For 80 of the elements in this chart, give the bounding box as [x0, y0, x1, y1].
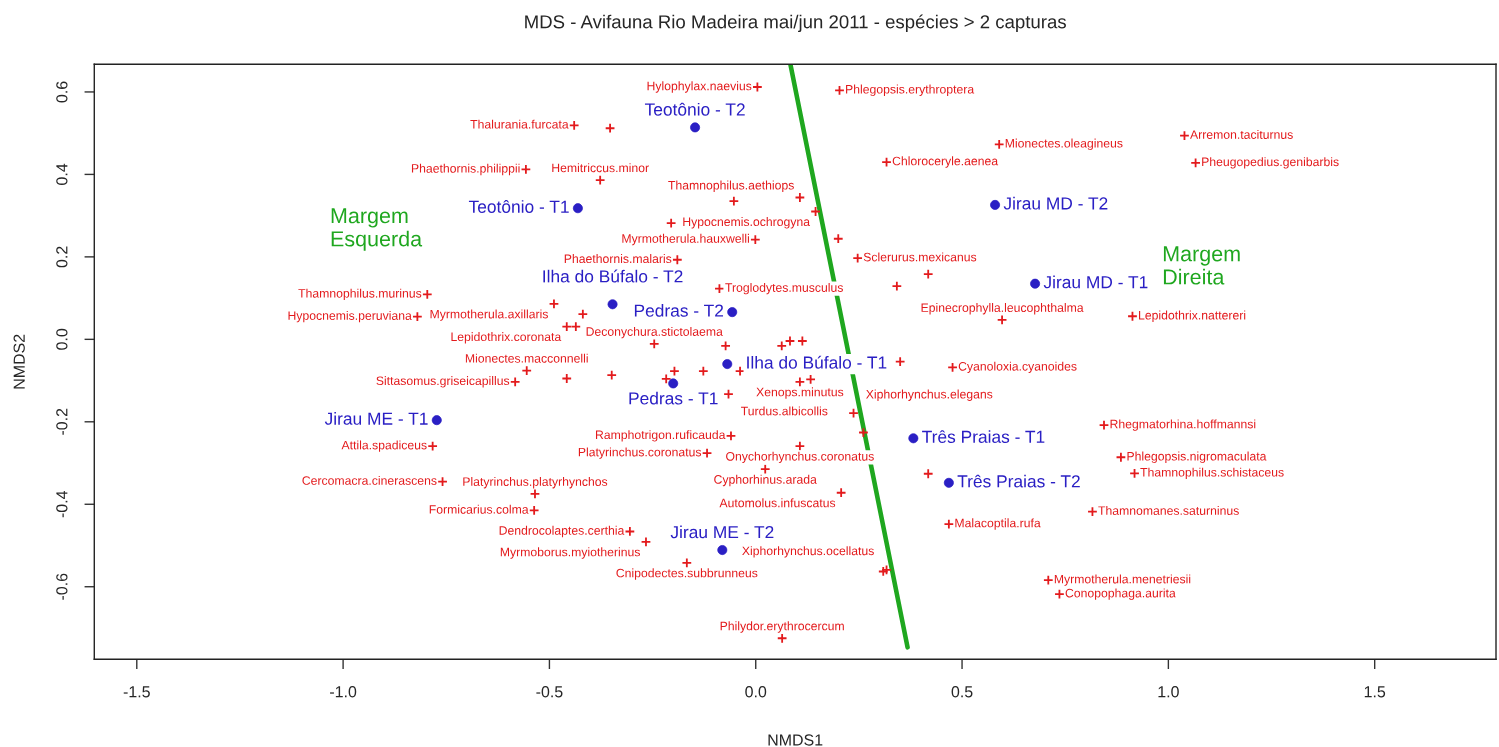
annotation: Três Praias - T2 — [957, 474, 1080, 488]
annotation: Troglodytes.musculus — [725, 282, 843, 295]
annotation: Thamnophilus.schistaceus — [1140, 467, 1284, 480]
annotation: Thamnomanes.saturninus — [1098, 505, 1239, 515]
annotation: Lepidothrix.nattereri — [1139, 310, 1246, 322]
y-axis-title: NMDS2 — [13, 334, 25, 389]
annotation: Teotônio - T1 — [468, 200, 569, 213]
annotation: Sittasomus.griseicapillus — [376, 376, 510, 388]
annotation: Phaethornis.philippii — [411, 163, 520, 176]
annotation: Pheugopedius.genibarbis — [1202, 157, 1339, 169]
y-tick-label: 0.4 — [56, 163, 68, 185]
annotation: Cyanoloxia.cyanoides — [958, 361, 1077, 374]
x-tick-label: -0.5 — [536, 686, 563, 698]
annotation: Epinecrophylla.leucophthalma — [921, 303, 1084, 315]
annotation: Margem Direita — [1163, 246, 1240, 285]
annotation: Conopophaga.aurita — [1065, 588, 1176, 600]
annotation: Cercomacra.cinerascens — [302, 475, 437, 485]
annotation: Ilha do Búfalo - T1 — [747, 355, 887, 369]
annotation: Platyrinchus.coronatus — [578, 447, 702, 459]
annotation: Xenops.minutus — [756, 387, 844, 399]
x-tick-label: 0.5 — [951, 686, 973, 698]
annotation: Teotônio - T2 — [644, 102, 745, 116]
annotation: Ilha do Búfalo - T2 — [543, 269, 683, 283]
annotation: Attila.spadiceus — [341, 440, 427, 452]
annotation: Malacoptila.rufa — [955, 518, 1041, 530]
annotation: Ramphotrigon.ruficauda — [595, 430, 726, 442]
x-tick-label: -1.0 — [330, 686, 357, 698]
annotation: Jirau ME - T2 — [670, 525, 774, 539]
annotation: Formicarius.colma — [429, 504, 529, 514]
annotation: Phaethornis.malaris — [564, 254, 672, 264]
annotation: Pedras - T1 — [629, 391, 718, 405]
y-tick-label: 0.2 — [56, 246, 68, 268]
x-axis-title: NMDS1 — [768, 734, 823, 746]
annotation: Myrmoborus.myiotherinus — [500, 547, 640, 559]
annotation: Phlegopsis.nigromaculata — [1127, 451, 1267, 463]
annotation: Pedras - T2 — [634, 304, 724, 317]
annotation: Automolus.infuscatus — [719, 498, 836, 508]
annotation: Chloroceryle.aenea — [892, 156, 999, 168]
annotation: Hylophylax.naevius — [647, 81, 752, 93]
y-tick-label: -0.4 — [56, 490, 68, 518]
annotation: Xiphorhynchus.ocellatus — [742, 546, 874, 558]
annotation: Rhegmatorhina.hoffmannsi — [1110, 419, 1256, 431]
annotation: Hemitriccus.minor — [552, 163, 649, 173]
annotation: Dendrocolaptes.certhia — [499, 525, 625, 538]
chart-title: MDS - Avifauna Rio Madeira mai/jun 2011 - espécies > 2 capturas — [525, 14, 1066, 33]
annotation: Cnipodectes.subbrunneus — [616, 568, 758, 580]
x-tick-label: -1.5 — [123, 686, 150, 698]
annotation: Turdus.albicollis — [741, 406, 828, 416]
annotation: Hypocnemis.ochrogyna — [683, 217, 811, 229]
annotation: Thalurania.furcata — [470, 119, 569, 129]
x-tick-label: 0.0 — [745, 686, 767, 698]
annotation: Thamnophilus.aethiops — [668, 180, 794, 192]
y-tick-label: -0.6 — [56, 573, 68, 600]
annotation: Mionectes.oleagineus — [1005, 138, 1123, 150]
annotation: Xiphorhynchus.elegans — [866, 389, 993, 401]
annotation: Philydor.erythrocercum — [720, 621, 844, 633]
annotation: Arremon.taciturnus — [1190, 129, 1293, 139]
annotation: Mionectes.macconnelli — [465, 353, 588, 363]
annotation: Platyrinchus.platyrhynchos — [463, 477, 608, 489]
annotation: Três Praias - T1 — [922, 430, 1045, 443]
x-tick-label: 1.5 — [1364, 686, 1386, 698]
y-tick-label: 0.0 — [56, 328, 68, 350]
annotation: Myrmotherula.axillaris — [430, 309, 548, 321]
y-tick-label: 0.6 — [56, 81, 68, 103]
annotation: Deconychura.stictolaema — [586, 326, 723, 339]
annotation: Jirau MD - T1 — [1043, 275, 1148, 289]
y-tick-label: -0.2 — [56, 408, 68, 435]
annotation: Thamnophilus.murinus — [298, 288, 422, 301]
annotation: Sclerurus.mexicanus — [863, 252, 977, 262]
x-tick-label: 1.0 — [1158, 686, 1179, 698]
annotation: Cyphorhinus.arada — [714, 474, 817, 487]
annotation: Lepidothrix.coronata — [451, 332, 562, 344]
annotation: Phlegopsis.erythroptera — [846, 84, 975, 96]
annotation: Hypocnemis.peruviana — [288, 310, 412, 323]
annotation: Myrmotherula.hauxwelli — [622, 233, 749, 246]
annotation: Margem Esquerda — [331, 208, 423, 251]
annotation: Jirau MD - T2 — [1003, 196, 1108, 210]
annotation: Onychorhynchus.coronatus — [726, 451, 874, 464]
annotation: Jirau ME - T1 — [324, 412, 428, 425]
annotation: Myrmotherula.menetriesii — [1054, 574, 1191, 586]
